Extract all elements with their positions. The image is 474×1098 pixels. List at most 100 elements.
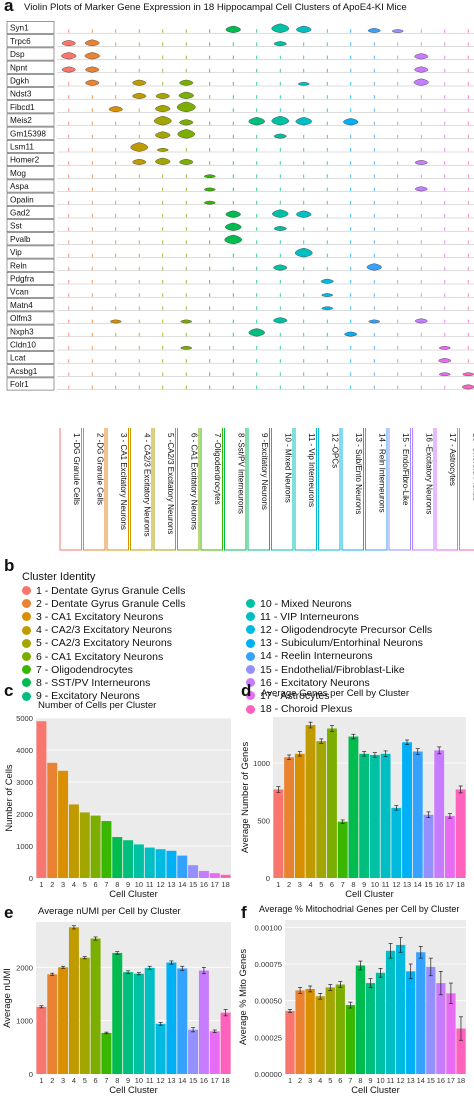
cluster-label-bracket: [247, 428, 270, 551]
x-tick-label: 13: [403, 880, 411, 889]
gene-label-box: [6, 60, 55, 74]
cluster-label-bracket: [318, 428, 341, 551]
bar: [123, 972, 134, 1074]
gene-label: Lsm11: [10, 143, 34, 152]
violin-shape: [248, 117, 265, 126]
panel-a-letter: a: [4, 0, 14, 15]
legend-item: 18 - Choroid Plexus: [246, 703, 432, 716]
legend-label: 9 - Excitatory Neurons: [36, 690, 140, 703]
violin-shape: [273, 264, 288, 271]
cluster-label-bracket: [200, 428, 223, 551]
gene-label: Cldn10: [10, 341, 36, 350]
legend-item: 2 - Dentate Gyrus Granule Cells: [22, 597, 185, 610]
bar: [79, 812, 90, 878]
violin-shape: [296, 210, 312, 218]
gene-label-box: [6, 21, 55, 34]
legend-item: 17 - Astrocytes: [246, 689, 432, 702]
legend-title: Cluster Identity: [22, 571, 96, 583]
legend-item: 3 - CA1 Excitatory Neurons: [22, 610, 185, 623]
gene-label: Olfm3: [10, 314, 32, 323]
x-tick-label: 3: [298, 880, 302, 889]
violin-shape: [414, 53, 429, 60]
x-tick-label: 8: [351, 880, 355, 889]
cluster-label-bracket: [365, 428, 388, 551]
violin-shape: [392, 29, 404, 33]
y-tick-label: 0: [29, 1070, 33, 1079]
cluster-label: 9 -Excitatory Neurons: [260, 433, 269, 510]
legend-item: 11 - VIP Interneurons: [246, 610, 432, 623]
bar: [47, 974, 58, 1074]
violin-shape: [204, 200, 216, 205]
legend-swatch: [22, 586, 31, 596]
x-tick-label: 5: [319, 880, 323, 889]
cluster-label: 17 - Astrocytes: [448, 433, 457, 486]
bar: [365, 983, 376, 1074]
legend-swatch: [22, 638, 31, 648]
x-tick-label: 16: [437, 1076, 445, 1085]
violin-shape: [155, 104, 171, 113]
cluster-label: 11 - Vip Interneurons: [307, 433, 316, 507]
legend-item: 5 - CA2/3 Excitatory Neurons: [22, 637, 185, 650]
bar: [412, 751, 423, 878]
x-tick-label: 11: [382, 880, 390, 889]
x-tick-label: 4: [72, 880, 76, 889]
plot-background: [285, 920, 466, 1074]
x-tick-label: 9: [362, 880, 366, 889]
violin-shape: [155, 92, 170, 99]
x-tick-label: 4: [318, 1076, 322, 1085]
cluster-label-bracket: [412, 428, 435, 551]
y-tick-label: 0.00050: [255, 997, 282, 1006]
bar: [198, 970, 209, 1074]
cluster-label: 4 - CA2/3 Excitatory Neurons: [142, 433, 151, 537]
bar: [36, 1006, 47, 1074]
cluster-label-bracket: [59, 428, 82, 551]
violin-shape: [155, 131, 171, 139]
x-tick-label: 17: [446, 880, 454, 889]
violin-shape: [155, 157, 171, 165]
cluster-label-bracket: [177, 428, 200, 551]
panel-a-title: Violin Plots of Marker Gene Expression i…: [24, 2, 407, 13]
legend-swatch: [22, 678, 31, 688]
x-tick-label: 13: [167, 880, 175, 889]
bar: [284, 757, 295, 878]
x-tick-label: 7: [341, 880, 345, 889]
x-tick-label: 3: [308, 1076, 312, 1085]
x-tick-label: 17: [447, 1076, 455, 1085]
x-tick-label: 6: [94, 880, 98, 889]
legend-item: 1 - Dentate Gyrus Granule Cells: [22, 584, 185, 597]
bar: [327, 728, 337, 878]
violin-shape: [368, 319, 380, 324]
legend-label: 8 - SST/PV Interneurons: [36, 676, 151, 689]
chart-numi-per-cell: e Average nUMI per Cell by Cluster 0 1000 20…: [1, 903, 231, 1095]
gene-label-box: [6, 206, 55, 219]
bar: [385, 950, 396, 1074]
gene-label: Trpc6: [10, 37, 31, 46]
legend-item: 6 - CA1 Excitatory Neurons: [22, 650, 185, 663]
x-tick-label: 7: [104, 1076, 108, 1085]
gene-label-box: [6, 377, 55, 391]
x-tick-label: 5: [328, 1076, 332, 1085]
legend-swatch: [22, 691, 31, 701]
violin-shape: [154, 115, 172, 126]
bar: [209, 873, 220, 878]
x-tick-label: 3: [61, 1076, 65, 1085]
bar: [426, 966, 436, 1074]
violin-shape: [180, 319, 192, 324]
cluster-label-bracket: [388, 428, 411, 551]
panel-letter: c: [4, 681, 13, 700]
legend-swatch: [246, 665, 255, 675]
gene-label-box: [6, 126, 55, 140]
cluster-label-bracket: [153, 428, 176, 551]
violin-shape: [438, 358, 452, 363]
x-tick-label: 18: [221, 1076, 229, 1085]
gene-label: Meis2: [10, 116, 32, 125]
x-tick-label: 18: [457, 880, 465, 889]
gene-label-box: [6, 285, 55, 298]
bar: [355, 965, 366, 1074]
x-tick-label: 14: [178, 880, 186, 889]
x-tick-label: 2: [50, 1076, 54, 1085]
x-tick-label: 17: [211, 1076, 219, 1085]
gene-label-box: [6, 364, 55, 378]
x-tick-label: 16: [200, 880, 208, 889]
x-tick-label: 11: [387, 1076, 395, 1085]
